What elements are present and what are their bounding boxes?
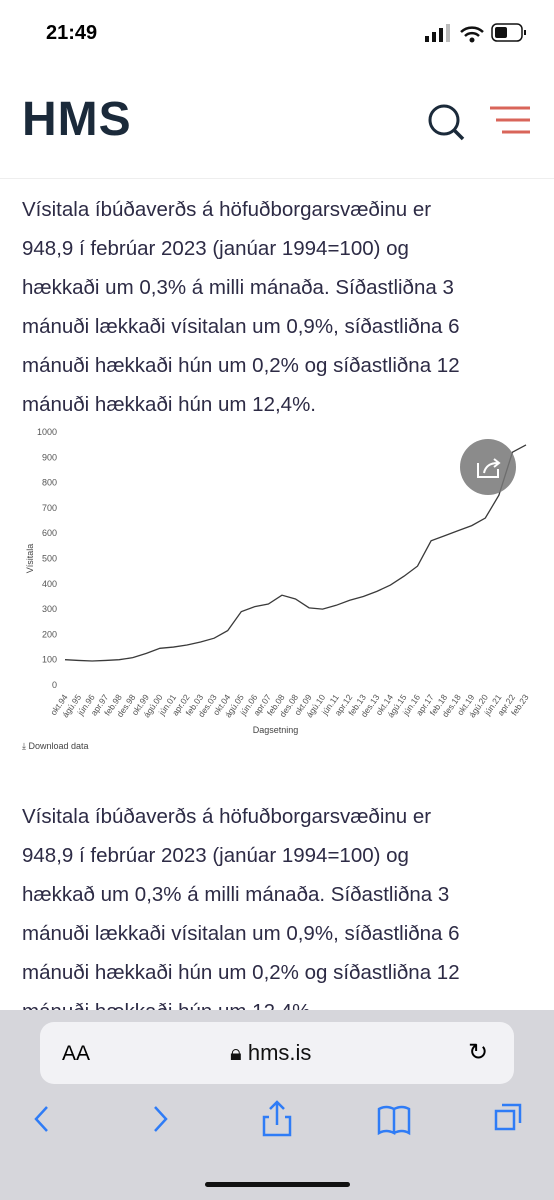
- tabs-button[interactable]: [494, 1103, 522, 1131]
- paragraph: Vísitala íbúðaverðs á höfuðborgarsvæðinu…: [22, 190, 542, 424]
- logo[interactable]: HMS: [22, 93, 132, 146]
- share-button[interactable]: [262, 1100, 292, 1137]
- x-axis-label: Dagsetning: [253, 725, 299, 735]
- y-tick-label: 600: [42, 528, 57, 538]
- y-tick-label: 100: [42, 655, 57, 665]
- y-tick-label: 700: [42, 503, 57, 513]
- text-line: hækkaði um 0,3% á milli mánaða. Síðastli…: [22, 276, 454, 299]
- y-tick-label: 200: [42, 629, 57, 639]
- text-line: mánuði lækkaði vísitalan um 0,9%, síðast…: [22, 315, 460, 338]
- bookmarks-button[interactable]: [377, 1105, 411, 1136]
- y-tick-label: 1000: [37, 427, 57, 437]
- chart: 01002003004005006007008009001000okt.94ág…: [25, 427, 531, 735]
- back-button[interactable]: [34, 1106, 48, 1132]
- header-icons: [428, 104, 530, 141]
- text-size-button[interactable]: AA: [62, 1042, 91, 1065]
- y-axis-label: Vísitala: [25, 544, 35, 574]
- download-label[interactable]: Download data: [28, 741, 89, 751]
- series-line: [64, 444, 527, 662]
- y-tick-label: 500: [42, 554, 57, 564]
- browser-toolbar: AA 🔒︎ hms.is ↻: [0, 1010, 554, 1200]
- text-line: mánuði hækkaði hún um 0,2% og síðastliðn…: [22, 354, 460, 377]
- url: 🔒︎ hms.is: [230, 1040, 312, 1065]
- reload-button[interactable]: ↻: [468, 1039, 489, 1066]
- y-tick-label: 400: [42, 579, 57, 589]
- text-line: Vísitala íbúðaverðs á höfuðborgarsvæðinu…: [22, 805, 432, 828]
- menu-button[interactable]: [490, 106, 530, 134]
- text-line: 948,9 í febrúar 2023 (janúar 1994=100) o…: [22, 844, 409, 867]
- share-chart-button[interactable]: [460, 439, 516, 495]
- paragraph: Vísitala íbúðaverðs á höfuðborgarsvæðinu…: [22, 797, 542, 1031]
- status-bar: 21:49: [0, 0, 554, 60]
- url-text: hms.is: [247, 1040, 312, 1065]
- text-line: mánuði hækkaði hún um 0,2% og síðastliðn…: [22, 961, 460, 984]
- y-tick-label: 300: [42, 604, 57, 614]
- y-tick-label: 0: [52, 680, 57, 690]
- download-link[interactable]: ⤓ Download data: [22, 741, 89, 751]
- text-line: 948,9 í febrúar 2023 (janúar 1994=100) o…: [22, 237, 409, 260]
- text-line: mánuði lækkaði vísitalan um 0,9%, síðast…: [22, 922, 460, 945]
- time: 21:49: [46, 22, 98, 44]
- address-bar[interactable]: AA 🔒︎ hms.is ↻: [40, 1022, 514, 1084]
- header: HMS: [0, 60, 554, 179]
- y-tick-label: 900: [42, 452, 57, 462]
- text-line: mánuði hækkaði hún um 12,4%.: [22, 393, 317, 416]
- status-icons: [425, 23, 526, 43]
- home-indicator: [205, 1182, 350, 1187]
- text-line: hækkað um 0,3% á milli mánaða. Síðastlið…: [22, 883, 450, 906]
- nav-icons: [34, 1100, 522, 1137]
- y-tick-label: 800: [42, 478, 57, 488]
- text-line: Vísitala íbúðaverðs á höfuðborgarsvæðinu…: [22, 198, 432, 221]
- forward-button[interactable]: [154, 1106, 168, 1132]
- search-button[interactable]: [428, 104, 465, 141]
